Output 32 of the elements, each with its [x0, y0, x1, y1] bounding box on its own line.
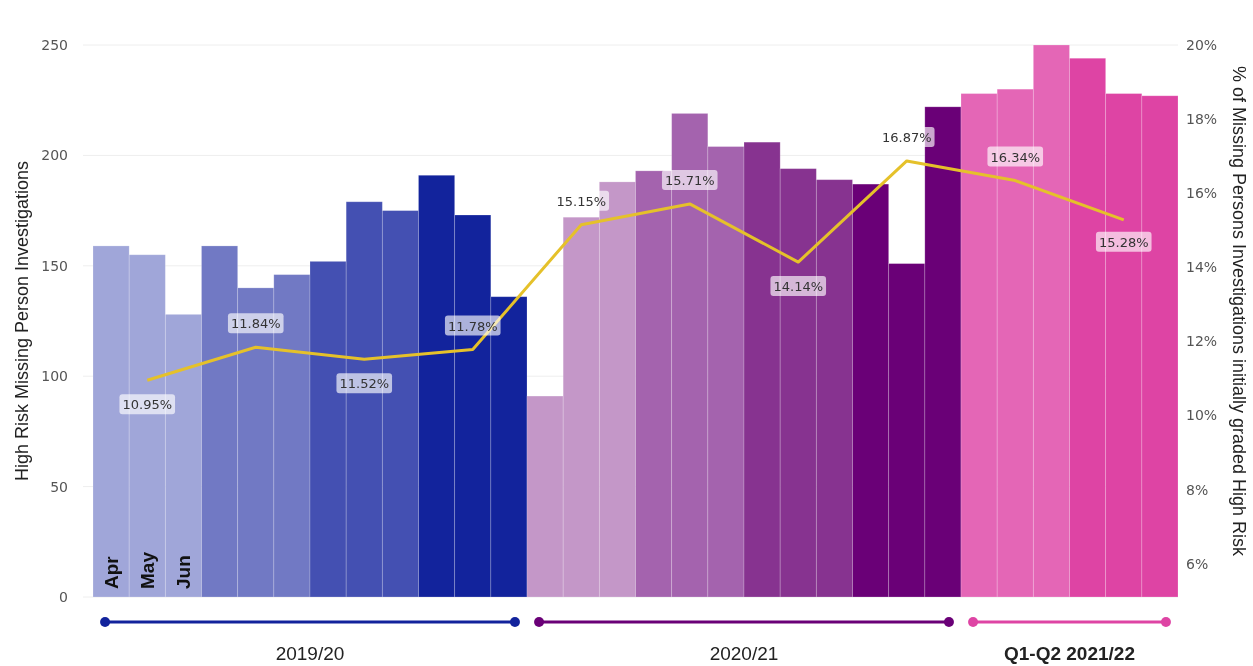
y2-tick-label: 16% [1186, 185, 1218, 202]
y2-tick-label: 18% [1186, 111, 1218, 128]
y2-tick-label: 14% [1186, 259, 1218, 276]
y2-axis-title: % of Missing Persons Investigations initially graded High Risk [1229, 65, 1249, 558]
y-tick-label: 200 [41, 147, 68, 164]
y-tick-label: 0 [59, 589, 68, 605]
x-tick-label: May [137, 551, 159, 589]
y2-tick-label: 12% [1186, 333, 1218, 350]
data-label: 11.84% [230, 316, 281, 332]
text: Q1-Q2 2021/22 [1004, 643, 1135, 664]
data-label: 15.28% [1098, 234, 1149, 250]
y2-tick-label: 6% [1186, 555, 1209, 572]
data-label: 11.78% [447, 318, 498, 334]
y2-tick-label: 10% [1186, 407, 1218, 424]
text: 2019/20 [275, 643, 345, 664]
y-axis-title: High Risk Missing Person Investigations [12, 160, 32, 482]
y2-tick-label: 8% [1186, 481, 1209, 498]
data-label: 10.95% [122, 397, 173, 413]
data-label: 15.15% [556, 193, 607, 209]
x-tick-label: Jun [173, 555, 195, 589]
data-label: 11.52% [339, 376, 390, 392]
y2-tick-label: 20% [1186, 37, 1218, 53]
y-tick-label: 250 [41, 37, 68, 53]
text: 2020/21 [709, 643, 779, 664]
data-label: 15.71% [664, 172, 715, 188]
data-label: 16.34% [990, 149, 1041, 165]
data-label: 16.87% [881, 129, 932, 145]
data-label: 14.14% [773, 279, 824, 295]
y-tick-label: 100 [41, 368, 68, 385]
y-tick-label: 150 [41, 257, 68, 274]
y-tick-label: 50 [50, 478, 68, 495]
x-tick-label: Apr [101, 555, 123, 589]
